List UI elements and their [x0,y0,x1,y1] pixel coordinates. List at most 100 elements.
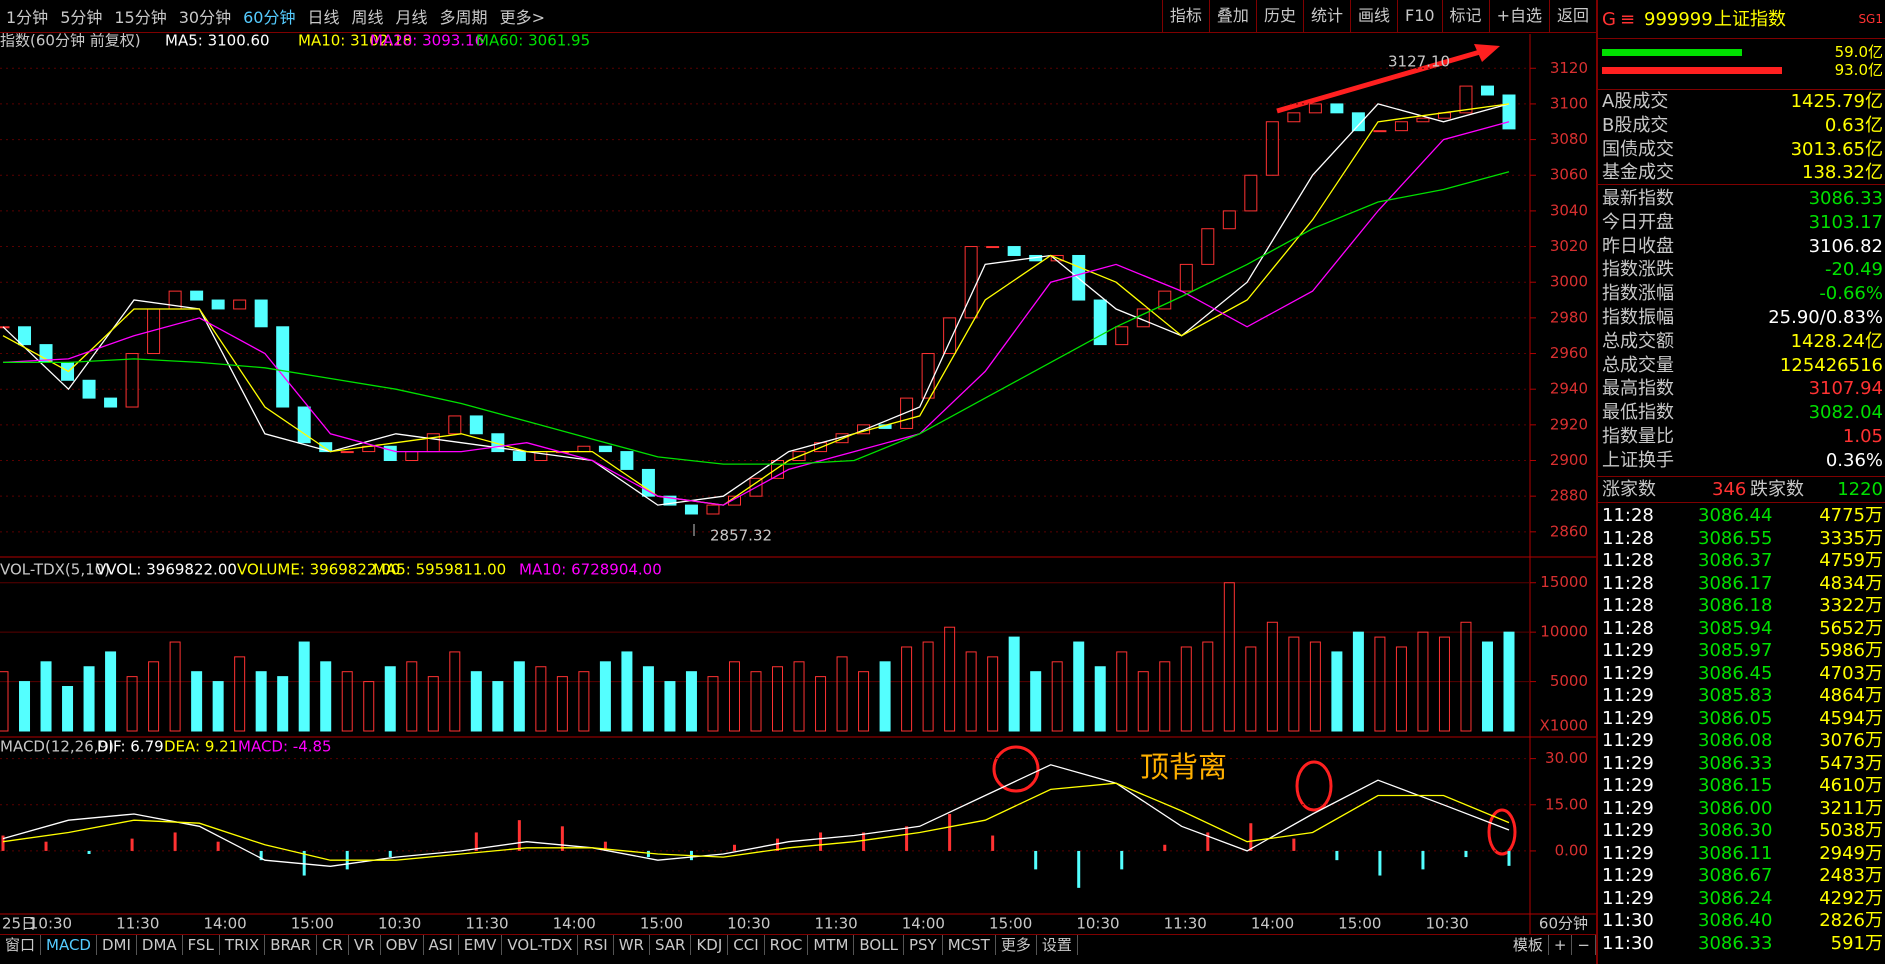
indicator-tab[interactable]: WR [614,935,650,955]
tab-control[interactable]: + [1549,935,1573,955]
tick-time: 11:28 [1602,505,1654,526]
indicator-tab[interactable]: 窗口 [0,935,42,955]
stat-label: A股成交 [1602,91,1669,112]
tool-button[interactable]: 叠加 [1208,0,1256,32]
indicator-tab[interactable]: ASI [424,935,459,955]
stat-label: 今日开盘 [1602,211,1674,233]
panel-row: 总成交量 125426516 [1602,354,1883,377]
volume-bar [556,676,568,732]
indicator-tab[interactable]: CR [317,935,349,955]
tick-price: 3086.11 [1698,842,1773,864]
macd-bar [173,832,177,851]
tool-button[interactable]: 画线 [1349,0,1397,32]
tool-button[interactable]: 标记 [1441,0,1489,32]
macd-bar [1421,850,1425,870]
volume-bar [793,661,805,732]
indicator-tab[interactable]: ROC [765,935,809,955]
stat-label: 指数量比 [1602,426,1674,447]
tab-control[interactable]: − [1572,935,1596,955]
tool-button[interactable]: 指标 [1161,0,1209,32]
stat-label: 国债成交 [1602,138,1674,160]
candle [190,290,204,301]
indicator-tab[interactable]: VOL-TDX [502,935,579,955]
panel-row: 11:28 3086.18 3322万 [1602,594,1883,617]
ma-line [2,103,1510,506]
tick-time: 11:29 [1602,775,1654,796]
period-tab[interactable]: 60分钟 [243,8,296,27]
indicator-tab[interactable]: MACD [41,935,97,955]
tick-volume: 3211万 [1819,797,1883,819]
tool-button[interactable]: F10 [1396,0,1442,32]
y-tick-label: 2880 [1550,487,1588,505]
period-tab[interactable]: 30分钟 [178,8,232,27]
tick-price: 3086.00 [1698,797,1773,819]
stock-code: 999999 [1644,9,1713,30]
x-tick-label: 15:00 [989,915,1032,933]
tab-control[interactable]: 模板 [1508,935,1549,955]
tool-button[interactable]: 返回 [1548,0,1596,32]
indicator-tab[interactable]: MTM [808,935,855,955]
indicator-tab[interactable]: SAR [650,935,692,955]
period-tab[interactable]: 1分钟 [6,8,49,27]
tool-button[interactable]: 统计 [1302,0,1350,32]
tick-volume: 3335万 [1819,527,1883,549]
pane-title: VOL-TDX(5,10) [0,561,110,579]
volume-bar [62,686,74,732]
panel-row: 11:28 3086.55 3335万 [1602,527,1883,550]
period-tab[interactable]: 周线 [351,8,384,27]
chart-area: 2860 2880 2900 2920 2940 2960 2980 3000 3020 3040… [0,32,1596,934]
stat-value: 3106.82 [1808,235,1883,257]
quote-panel: G ≡ 999999 上证指数 SG1 59.0亿 93.0亿 A股成交 1425.79亿 B股成… [1596,0,1885,964]
panel-row: 指数涨跌 -20.49 [1602,258,1883,281]
period-tab[interactable]: 5分钟 [60,8,103,27]
candle [1351,112,1365,132]
candle [1222,210,1236,230]
stat-label: B股成交 [1602,114,1669,136]
period-tab[interactable]: 月线 [395,8,428,27]
volume-bar [470,671,482,732]
y-tick-label: 30.00 [1545,749,1588,767]
indicator-tab[interactable]: RSI [578,935,614,955]
period-tab[interactable]: 更多> [499,8,545,27]
indicator-tab[interactable]: KDJ [691,935,729,955]
candle [1480,85,1494,96]
volume-bar [1159,661,1171,732]
indicator-tab[interactable]: EMV [459,935,503,955]
panel-row: 指数量比 1.05 [1602,425,1883,448]
macd-bar [1206,832,1210,851]
indicator-tab[interactable]: 更多 [996,935,1037,955]
indicator-tab[interactable]: CCI [728,935,765,955]
tick-price: 3086.30 [1698,820,1773,841]
tool-button[interactable]: 历史 [1255,0,1303,32]
indicator-tab[interactable]: FSL [183,935,220,955]
macd-bar [991,835,995,851]
indicator-tab[interactable]: DMI [97,935,137,955]
tick-volume: 4834万 [1819,572,1883,594]
indicator-tab[interactable]: DMA [137,935,183,955]
indicator-tab[interactable]: TRIX [220,935,266,955]
panel-row: 11:29 3086.15 4610万 [1602,774,1883,797]
menu-icon[interactable]: ≡ [1620,9,1636,30]
indicator-tab[interactable]: MCST [943,935,996,955]
candle [512,451,526,462]
macd-bar [474,832,478,851]
volume-bar [492,681,504,732]
tool-button[interactable]: +自选 [1488,0,1549,32]
period-tab[interactable]: 多周期 [439,8,488,27]
indicator-tab[interactable]: BOLL [854,935,904,955]
legend-entry: MA20: 3093.16 [370,32,484,50]
indicator-tab[interactable]: BRAR [265,935,318,955]
period-tab[interactable]: 15分钟 [114,8,167,27]
legend-entry: DIF: 6.79 [97,738,164,756]
macd-bar [1464,850,1468,858]
indicator-tab[interactable]: 设置 [1037,935,1078,955]
indicator-tab[interactable]: PSY [904,935,943,955]
macd-bar [1249,823,1253,851]
indicator-tab[interactable]: VR [349,935,381,955]
tick-volume: 4292万 [1819,887,1883,909]
macd-bar [44,841,48,851]
period-tab[interactable]: 日线 [307,8,340,27]
indicator-tab[interactable]: OBV [381,935,424,955]
y-tick-label: 15000 [1540,573,1588,591]
candle [1158,290,1172,310]
